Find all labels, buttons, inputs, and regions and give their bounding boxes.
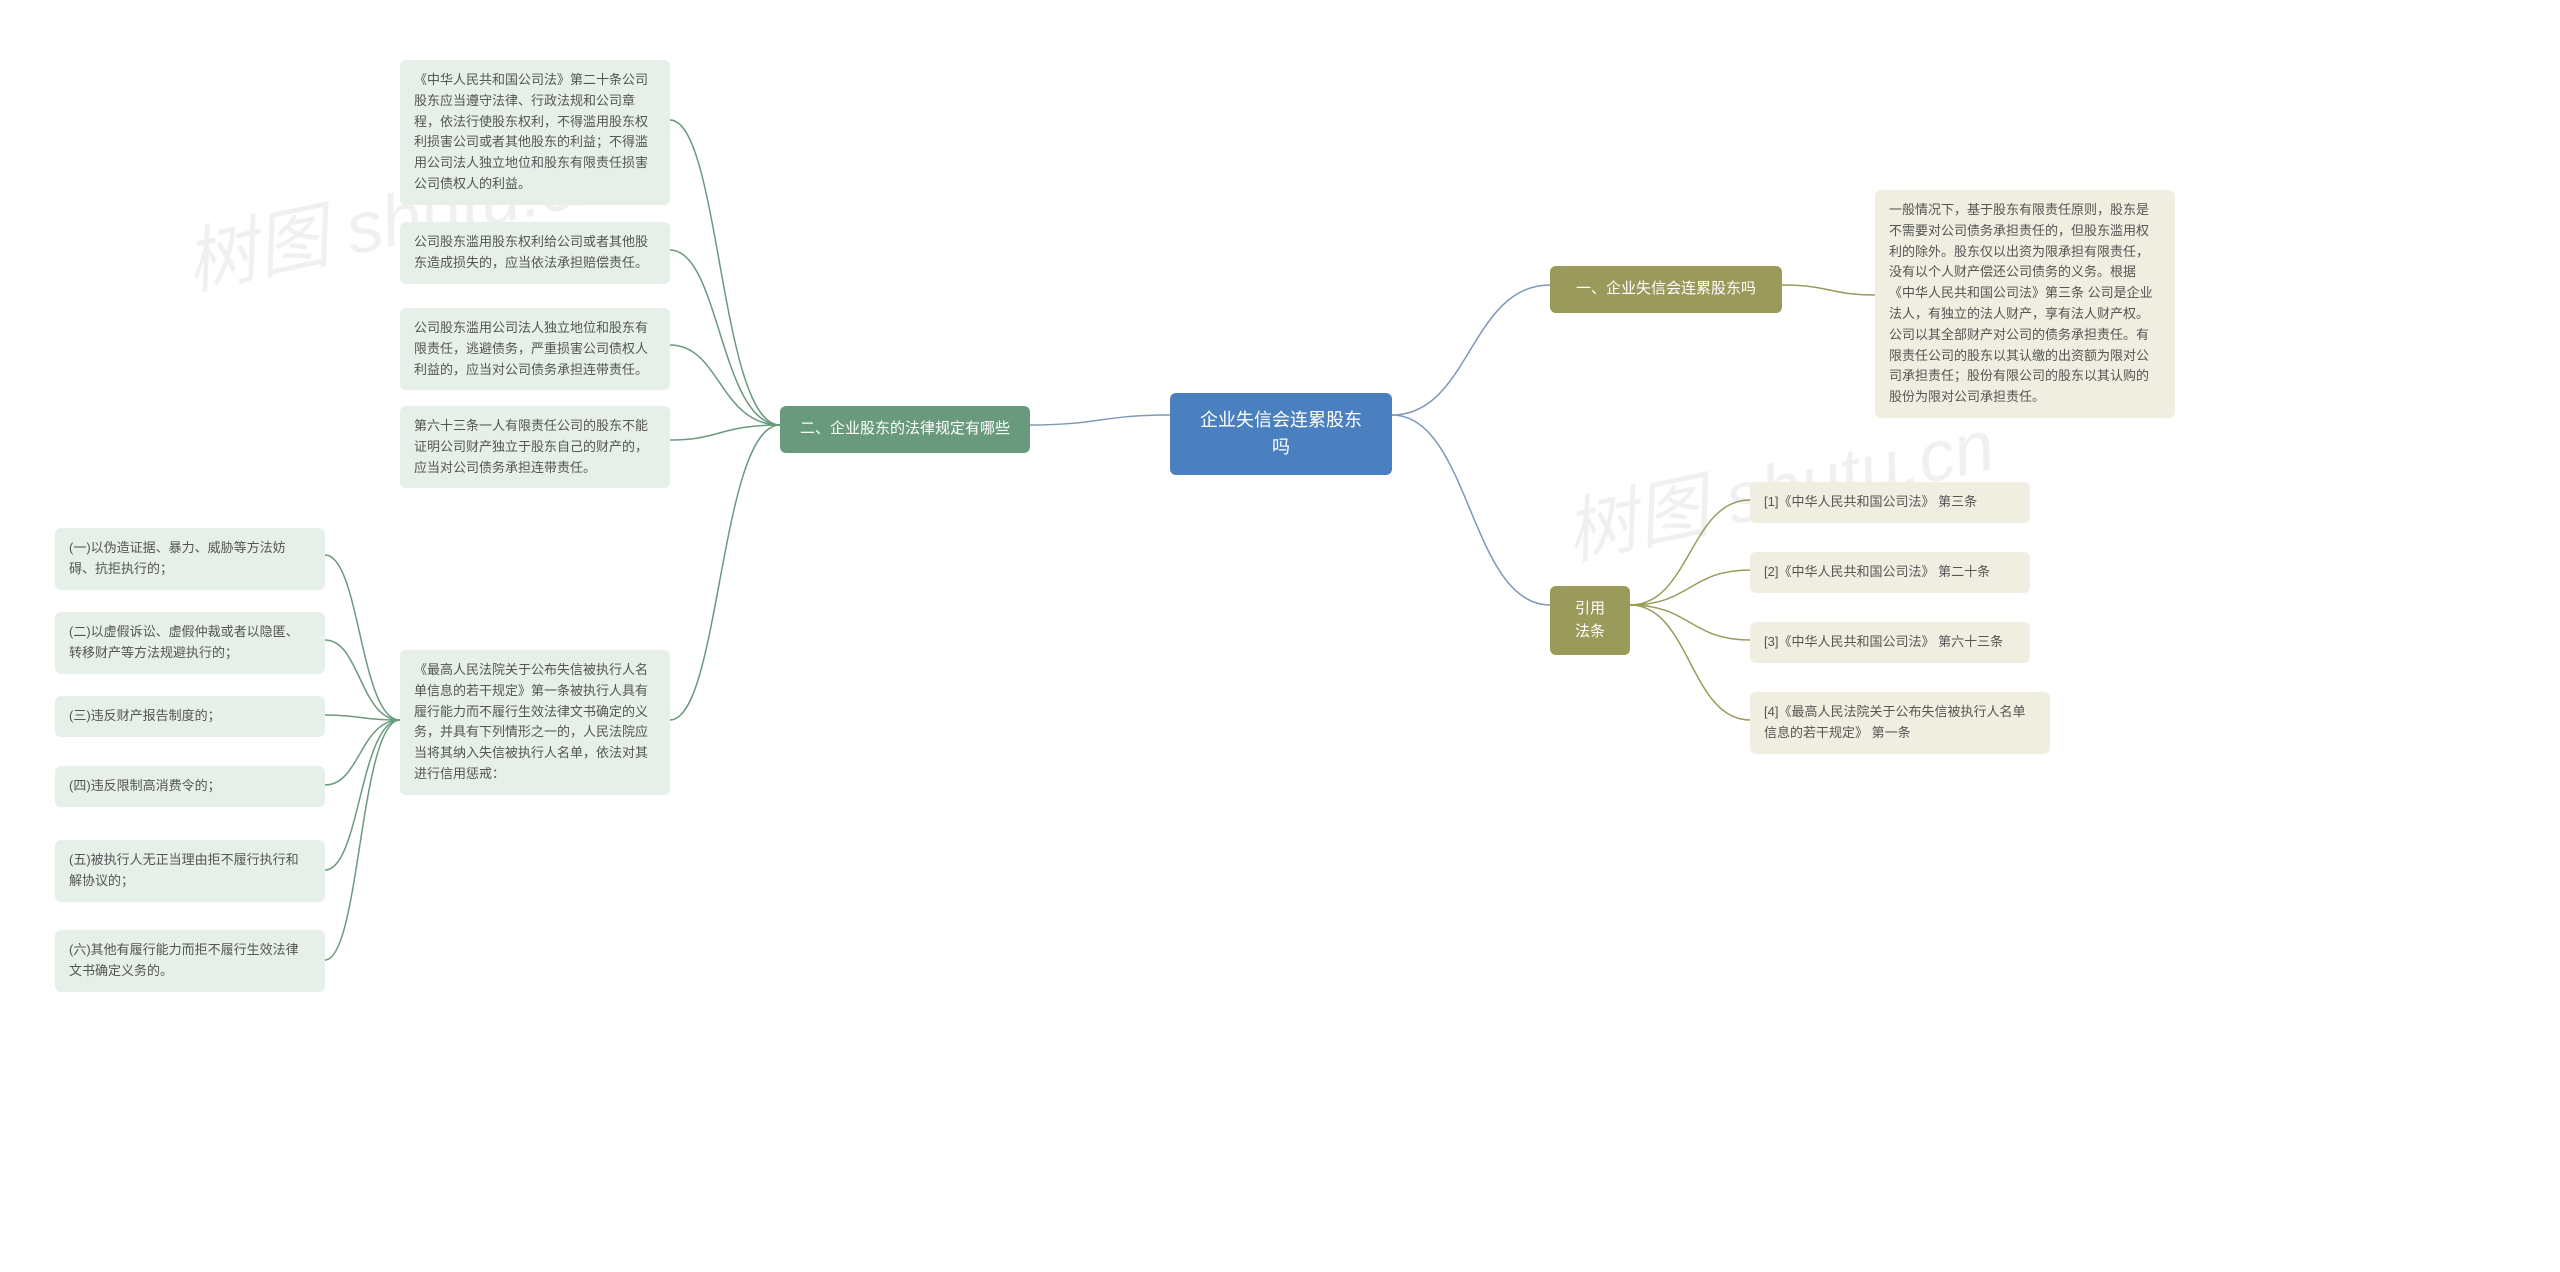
connectors <box>0 0 2560 1272</box>
situation-item: (二)以虚假诉讼、虚假仲裁或者以隐匿、转移财产等方法规避执行的； <box>55 612 325 674</box>
law-item: 《中华人民共和国公司法》第二十条公司股东应当遵守法律、行政法规和公司章程，依法行… <box>400 60 670 205</box>
law-item: 公司股东滥用公司法人独立地位和股东有限责任，逃避债务，严重损害公司债权人利益的，… <box>400 308 670 390</box>
situation-item: (三)违反财产报告制度的； <box>55 696 325 737</box>
citation-item: [3]《中华人民共和国公司法》 第六十三条 <box>1750 622 2030 663</box>
situation-item: (六)其他有履行能力而拒不履行生效法律文书确定义务的。 <box>55 930 325 992</box>
sub-law-node: 《最高人民法院关于公布失信被执行人名单信息的若干规定》第一条被执行人具有履行能力… <box>400 650 670 795</box>
section1-detail: 一般情况下，基于股东有限责任原则，股东是不需要对公司债务承担责任的，但股东滥用权… <box>1875 190 2175 418</box>
law-item: 公司股东滥用股东权利给公司或者其他股东造成损失的，应当依法承担赔偿责任。 <box>400 222 670 284</box>
section3-node: 引用法条 <box>1550 586 1630 655</box>
section1-node: 一、企业失信会连累股东吗 <box>1550 266 1782 313</box>
situation-item: (四)违反限制高消费令的； <box>55 766 325 807</box>
citation-item: [1]《中华人民共和国公司法》 第三条 <box>1750 482 2030 523</box>
section2-node: 二、企业股东的法律规定有哪些 <box>780 406 1030 453</box>
law-item: 第六十三条一人有限责任公司的股东不能证明公司财产独立于股东自己的财产的，应当对公… <box>400 406 670 488</box>
situation-item: (五)被执行人无正当理由拒不履行执行和解协议的； <box>55 840 325 902</box>
root-node: 企业失信会连累股东吗 <box>1170 393 1392 475</box>
situation-item: (一)以伪造证据、暴力、威胁等方法妨碍、抗拒执行的； <box>55 528 325 590</box>
citation-item: [4]《最高人民法院关于公布失信被执行人名单信息的若干规定》 第一条 <box>1750 692 2050 754</box>
citation-item: [2]《中华人民共和国公司法》 第二十条 <box>1750 552 2030 593</box>
